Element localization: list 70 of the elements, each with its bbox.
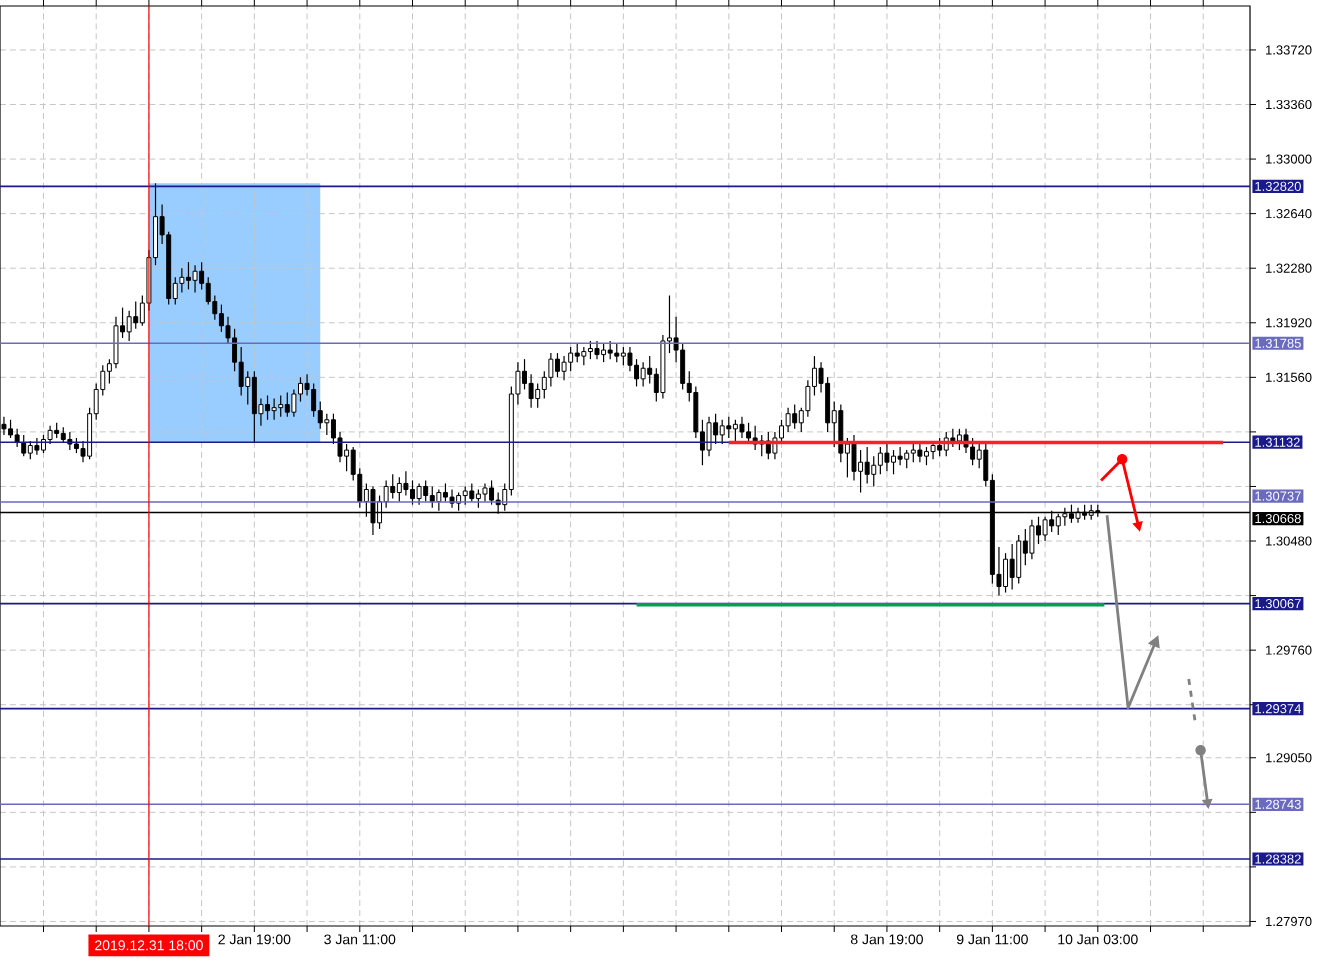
candlestick [706,416,712,457]
candlestick [278,394,284,418]
candlestick [937,437,943,457]
candlestick [858,449,864,494]
candlestick [396,476,402,503]
candlestick [324,413,330,436]
candlestick [265,394,271,421]
candlestick [416,482,422,506]
candlestick [34,437,40,456]
candlestick [785,407,791,433]
candlestick [594,340,600,360]
candlestick [462,485,468,506]
candlestick [8,419,14,439]
candlestick [1009,543,1015,591]
candlestick [251,370,257,444]
candlestick [587,340,593,360]
candlestick [884,443,890,472]
candlestick [864,446,870,485]
candlestick [344,443,350,472]
candlestick [469,482,475,503]
candlestick [568,346,574,372]
candlestick [21,434,27,457]
candlestick [482,482,488,503]
candlestick [739,416,745,439]
candlestick [1016,534,1022,585]
candlestick [390,473,396,500]
candlestick [581,346,587,366]
candlestick [245,370,251,406]
candlestick [1029,519,1035,560]
candlestick [614,343,620,363]
candlestick [792,404,798,430]
candlestick [403,470,409,497]
candlestick [410,479,415,506]
candlestick [561,355,567,381]
candlestick [956,428,962,451]
candlestick [192,264,198,294]
candlestick [475,488,481,509]
candlestick [713,413,719,445]
candlestick [442,482,448,503]
candlestick [133,300,139,330]
candlestick [284,391,290,418]
candlestick [620,346,626,366]
candlestick [871,455,877,488]
candlestick [271,397,277,421]
candlestick [1003,552,1009,594]
candlestick [640,361,646,388]
candlestick [311,382,317,418]
candlestick [891,449,897,475]
candlestick [554,352,560,378]
candlestick [185,261,191,291]
candlestick [904,449,910,469]
candlestick [970,437,976,466]
candlestick [601,343,607,363]
candlestick [877,446,883,475]
candlestick [1042,516,1048,542]
candlestick [47,425,53,445]
candlestick [423,479,429,503]
candlestick [607,340,613,360]
candlestick [719,419,725,445]
candlestick [726,416,732,439]
candlestick [489,479,495,506]
candlestick [897,446,903,466]
candlestick [910,443,916,463]
candlestick [924,446,929,466]
candlestick [574,343,580,363]
candlestick [838,404,844,463]
candlestick [917,443,923,463]
candlestick [126,310,132,342]
candlestick [732,419,738,442]
candlestick [535,382,541,409]
